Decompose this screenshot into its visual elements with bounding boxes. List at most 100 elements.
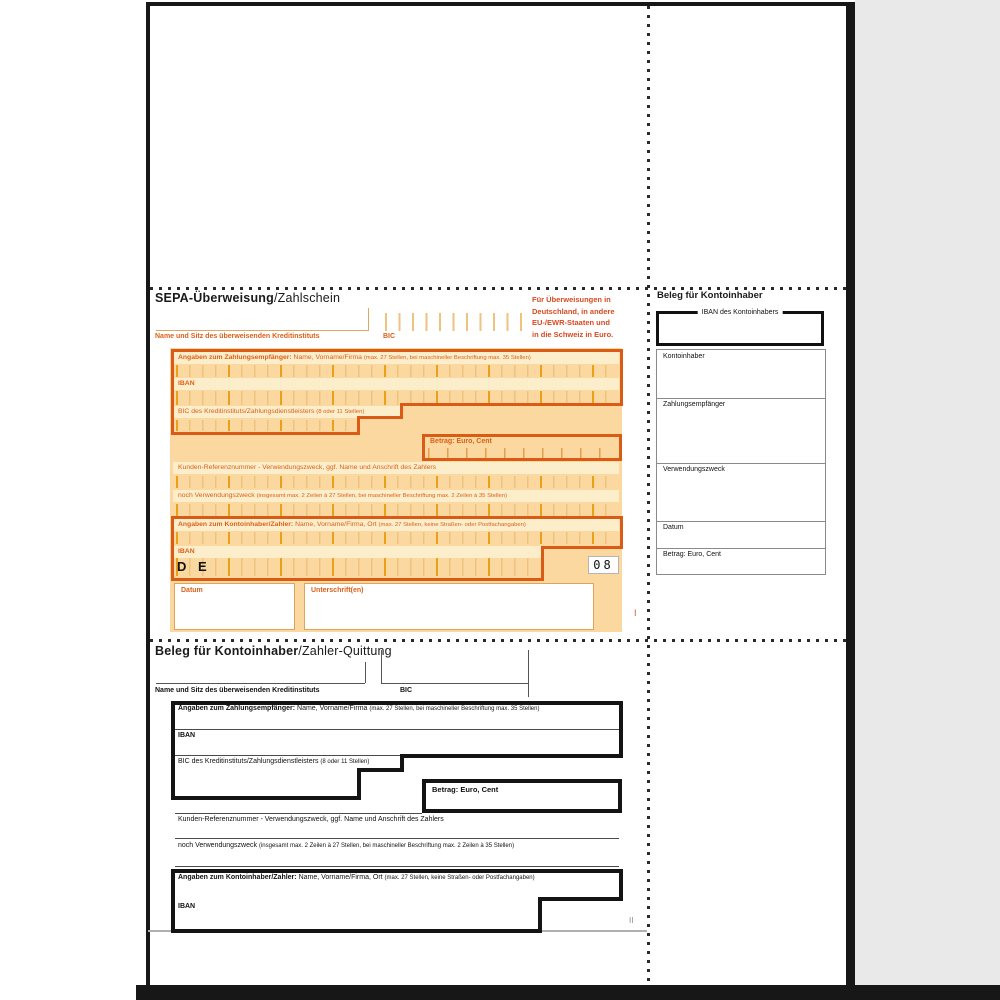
- receipt-panel-title: Beleg für Kontoinhaber: [657, 290, 763, 301]
- black-border-segment: [171, 869, 175, 933]
- sheet-marker-2: II: [629, 916, 634, 925]
- panel-field-verwendungszweck: Verwendungszweck: [663, 466, 725, 473]
- transfer-scope-notice: Für Überweisungen in Deutschland, in and…: [532, 295, 615, 339]
- bic-box-left: [381, 650, 382, 684]
- iban-comb: [176, 391, 616, 405]
- reference-label-2: Kunden-Referenznummer - Verwendungszweck…: [178, 816, 444, 823]
- holder-iban-box-label: IBAN des Kontoinhabers: [697, 309, 783, 316]
- bank-bic-label-2: BIC des Kreditinstituts/Zahlungsdienstle…: [178, 758, 370, 765]
- sheet-border-top: [146, 2, 853, 6]
- purpose-more-label-strip: noch Verwendungszweck (insgesamt max. 2 …: [173, 490, 619, 502]
- black-border-segment: [171, 929, 542, 933]
- panel-divider: [657, 463, 825, 464]
- payee-label-2: Angaben zum Zahlungsempfänger: Name, Vor…: [178, 705, 540, 712]
- holder-iban-box: IBAN des Kontoinhabers: [656, 309, 824, 346]
- orange-border-segment: [357, 416, 360, 435]
- orange-border-segment: [357, 416, 403, 419]
- panel-field-datum: Datum: [663, 524, 684, 531]
- panel-divider: [657, 548, 825, 549]
- black-border-segment: [538, 897, 623, 901]
- payer-label-2: Angaben zum Kontoinhaber/Zahler: Name, V…: [178, 874, 535, 881]
- date-box: Datum: [174, 583, 295, 630]
- sepa-form-title: SEPA-Überweisung/Zahlschein: [155, 291, 340, 305]
- bank-field-right-edge-2: [365, 662, 366, 683]
- black-border-segment: [357, 768, 404, 772]
- orange-border-segment: [171, 578, 544, 581]
- payer-iban-comb: [176, 558, 536, 576]
- payee-label-strip: Angaben zum Zahlungsempfänger: Name, Vor…: [173, 352, 619, 364]
- sheet-shadow-bottom: [136, 985, 1000, 1000]
- payer-iban-label-strip: IBAN: [173, 546, 541, 558]
- amount-label-2: Betrag: Euro, Cent: [432, 785, 499, 794]
- orange-border-segment: [171, 516, 174, 581]
- bank-field-underline-2: [156, 683, 365, 684]
- payee-name-comb: [176, 365, 616, 377]
- row-divider: [175, 838, 619, 839]
- bank-name-label-2: Name und Sitz des überweisenden Kreditin…: [155, 687, 320, 694]
- bic-label-2: BIC: [400, 687, 413, 694]
- orange-border-segment: [400, 403, 403, 419]
- amount-comb: [428, 448, 616, 458]
- purpose-more-comb: [176, 504, 616, 516]
- bank-field-underline: [156, 330, 368, 331]
- black-border-segment: [171, 869, 623, 873]
- black-border-segment: [538, 897, 542, 933]
- bic-label: BIC: [383, 333, 396, 340]
- sheet-marker-1: I: [634, 608, 637, 618]
- orange-border-segment: [171, 349, 623, 352]
- amount-box-2: Betrag: Euro, Cent: [422, 779, 622, 813]
- payer-iban-label-2: IBAN: [178, 903, 196, 910]
- orange-border-segment: [541, 546, 623, 549]
- receipt-panel-fields: Kontoinhaber Zahlungsempfänger Verwendun…: [656, 349, 826, 575]
- bic-comb-field: [385, 313, 532, 331]
- perforation-vertical: [647, 6, 650, 985]
- iban-country-prefix: D E: [177, 559, 211, 574]
- amount-label: Betrag: Euro, Cent: [430, 438, 492, 445]
- row-divider: [175, 755, 400, 756]
- panel-field-kontoinhaber: Kontoinhaber: [663, 353, 705, 360]
- black-border-segment: [400, 754, 404, 772]
- row-divider: [175, 729, 619, 730]
- row-divider: [175, 813, 422, 814]
- orange-border-segment: [541, 546, 544, 581]
- black-border-segment: [171, 796, 361, 800]
- orange-border-segment: [171, 432, 360, 435]
- black-border-segment: [171, 701, 623, 705]
- orange-border-segment: [620, 516, 623, 549]
- black-border-segment: [357, 768, 361, 800]
- orange-border-segment: [400, 403, 623, 406]
- bic-box-bottom: [381, 683, 528, 684]
- orange-border-segment: [620, 349, 623, 406]
- bic-box-right: [528, 650, 529, 697]
- sepa-title-regular: /Zahlschein: [273, 291, 341, 305]
- check-digits-box: 08: [588, 556, 619, 574]
- orange-border-segment: [171, 516, 623, 519]
- payer-name-comb: [176, 532, 616, 544]
- purpose-more-label-2: noch Verwendungszweck (insgesamt max. 2 …: [178, 842, 515, 849]
- black-border-segment: [171, 701, 175, 800]
- bank-name-label: Name und Sitz des überweisenden Kreditin…: [155, 333, 320, 340]
- sheet-border-right: [846, 2, 855, 986]
- panel-field-zahlungsempfaenger: Zahlungsempfänger: [663, 401, 726, 408]
- perforation-horizontal-1: [150, 287, 846, 290]
- bank-bic-label-strip: BIC des Kreditinstituts/Zahlungsdienstle…: [173, 406, 401, 418]
- bank-field-right-edge: [368, 308, 369, 331]
- sheet-border-left: [146, 2, 150, 986]
- iban-label-2: IBAN: [178, 732, 196, 739]
- amount-box: Betrag: Euro, Cent: [422, 434, 622, 461]
- orange-border-segment: [171, 349, 174, 435]
- sepa-title-bold: SEPA-Überweisung: [155, 291, 274, 305]
- row-divider: [175, 866, 619, 867]
- black-border-segment: [619, 701, 623, 758]
- perforation-horizontal-2: [150, 639, 846, 642]
- black-border-segment: [619, 869, 623, 901]
- black-border-segment: [400, 754, 623, 758]
- receipt-form-title: Beleg für Kontoinhaber/Zahler-Quittung: [155, 644, 392, 658]
- iban-label-strip: IBAN: [173, 378, 619, 390]
- panel-divider: [657, 521, 825, 522]
- reference-label-strip: Kunden-Referenznummer - Verwendungszweck…: [173, 462, 619, 474]
- reference-comb: [176, 476, 616, 488]
- panel-divider: [657, 398, 825, 399]
- signature-box: Unterschrift(en): [304, 583, 594, 630]
